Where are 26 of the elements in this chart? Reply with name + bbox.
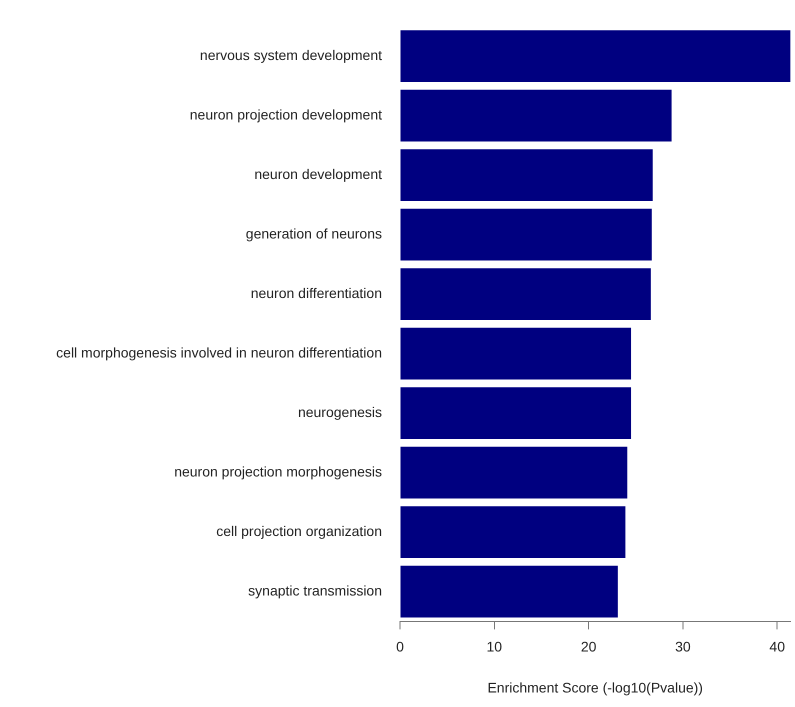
y-tick-label: neuron projection morphogenesis	[174, 464, 382, 480]
y-tick-label: neuron development	[254, 166, 382, 182]
x-tick-label: 0	[396, 638, 404, 655]
y-tick-label: cell morphogenesis involved in neuron differentiation	[56, 344, 382, 361]
y-tick-label: neuron differentiation	[250, 285, 382, 302]
y-tick-label: cell projection organization	[216, 523, 382, 540]
bar	[400, 328, 632, 380]
bar	[400, 566, 618, 618]
x-tick-label: 30	[675, 638, 691, 655]
x-tick-label: 40	[769, 638, 786, 655]
x-tick-label: 10	[486, 638, 502, 655]
bar	[400, 446, 628, 499]
bar	[400, 506, 626, 558]
bar	[400, 387, 632, 440]
y-tick-label: generation of neurons	[246, 226, 382, 242]
bar	[400, 149, 653, 202]
x-axis-title: Enrichment Score (-log10(Pvalue))	[487, 679, 703, 696]
bar	[400, 208, 652, 261]
y-tick-label: neurogenesis	[298, 404, 382, 420]
bar	[400, 268, 651, 320]
y-tick-label: neuron projection development	[190, 106, 382, 123]
bar	[400, 90, 672, 142]
y-tick-label: synaptic transmission	[248, 582, 382, 599]
x-tick-label: 20	[580, 638, 597, 655]
bar	[400, 30, 790, 82]
y-tick-label: nervous system development	[200, 47, 382, 64]
